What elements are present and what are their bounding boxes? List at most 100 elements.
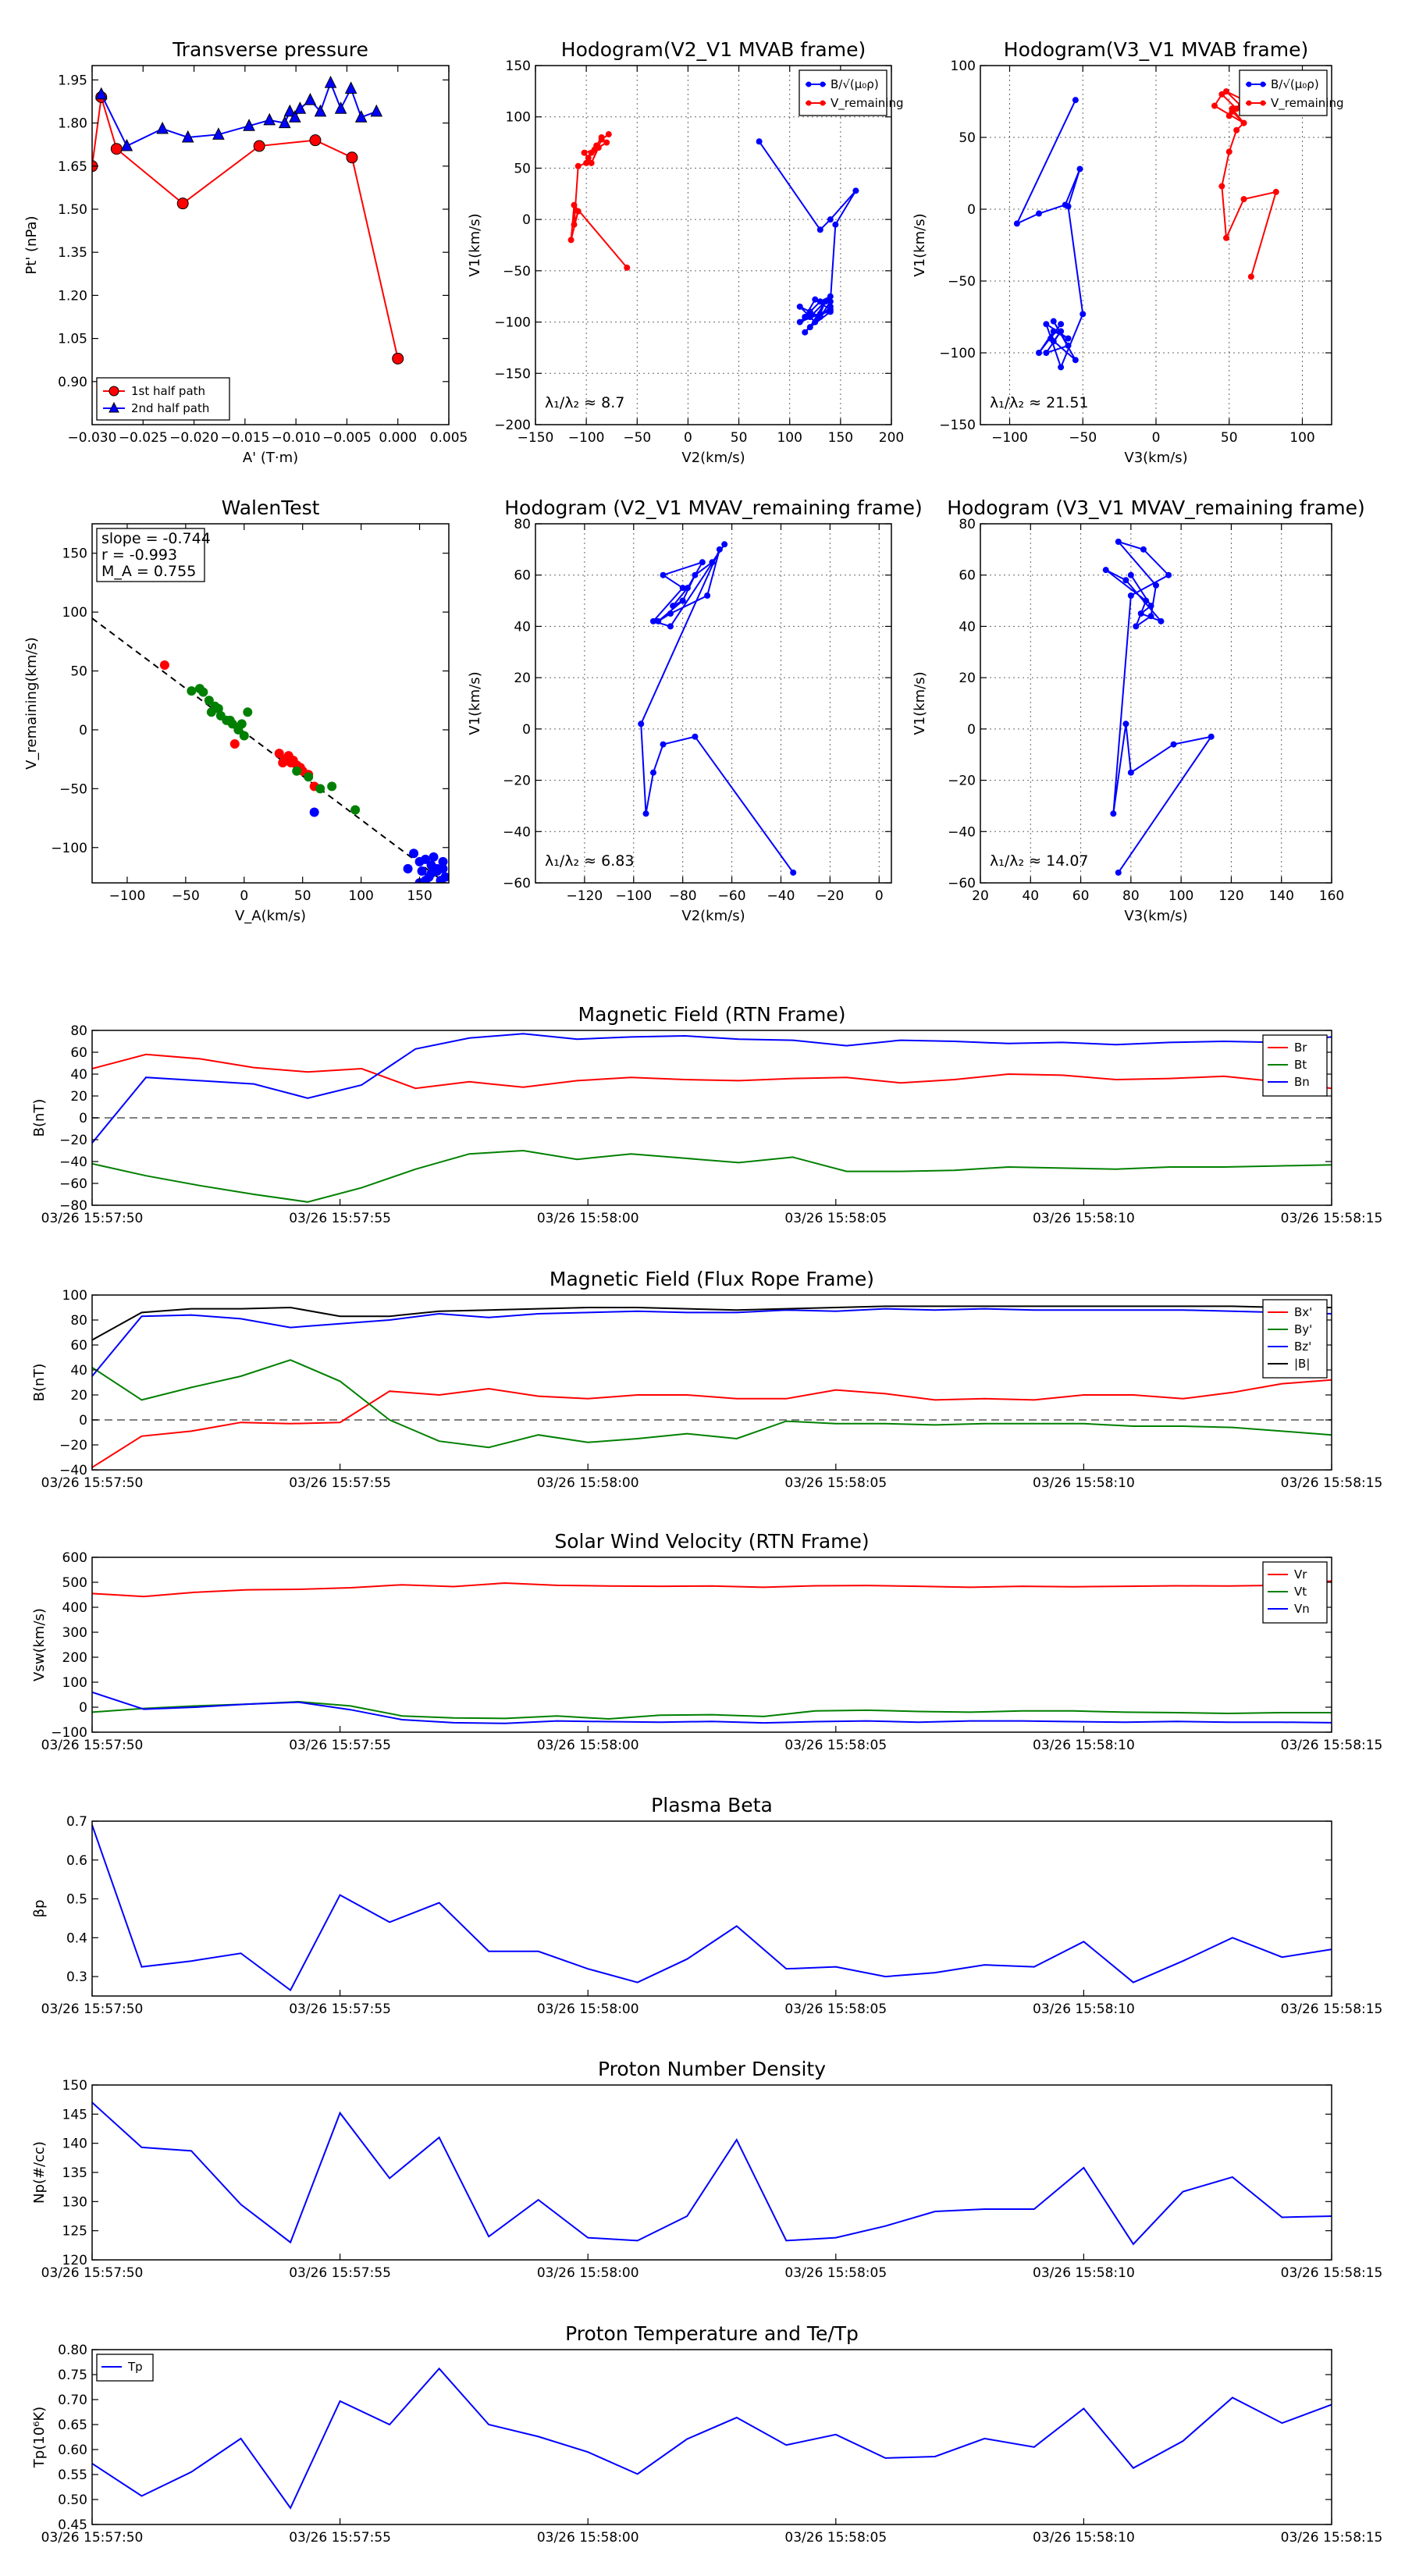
y-tick-label: −200 — [494, 418, 531, 433]
data-point — [1115, 539, 1122, 545]
series-line — [1015, 99, 1084, 370]
y-tick-label: 0.5 — [66, 1892, 87, 1908]
y-tick-label: 0.80 — [58, 2343, 87, 2358]
plot-area — [1013, 88, 1279, 371]
data-point — [790, 869, 797, 876]
data-point — [288, 756, 298, 766]
x-tick-label: 03/26 15:58:00 — [537, 2530, 639, 2546]
data-point — [1127, 571, 1134, 578]
data-point — [206, 707, 216, 717]
legend-label: Bx' — [1294, 1305, 1312, 1319]
x-tick-label: 03/26 15:58:15 — [1281, 2530, 1383, 2546]
y-tick-label: 145 — [62, 2107, 87, 2122]
x-tick-label: 03/26 15:57:50 — [41, 2530, 144, 2546]
legend-label: B/√(μ₀ρ) — [1271, 77, 1319, 91]
data-point — [624, 264, 631, 271]
data-point — [709, 559, 716, 566]
y-tick-label: 50 — [70, 664, 87, 680]
x-tick-label: 03/26 15:57:55 — [289, 1738, 391, 1753]
chart-title: Hodogram (V2_V1 MVAV_remaining frame) — [504, 496, 923, 519]
y-tick-label: 20 — [70, 1089, 87, 1105]
data-point — [421, 875, 431, 883]
legend-label: 1st half path — [131, 384, 205, 398]
x-tick-label: 0 — [875, 888, 884, 904]
x-tick-label: 03/26 15:58:00 — [537, 1738, 639, 1753]
x-tick-label: 03/26 15:57:55 — [289, 1475, 391, 1491]
data-point — [827, 306, 834, 313]
data-point — [1153, 582, 1159, 589]
y-tick-label: −50 — [59, 781, 87, 797]
data-point — [440, 872, 449, 882]
y-tick-label: 600 — [62, 1550, 87, 1566]
y-tick-label: 0 — [522, 212, 531, 228]
x-tick-label: 40 — [1022, 888, 1039, 904]
data-point — [796, 303, 803, 310]
data-point — [392, 352, 404, 365]
x-tick-label: −0.020 — [169, 430, 219, 446]
data-point — [574, 208, 582, 215]
legend-label: Vt — [1294, 1585, 1307, 1599]
plot-area — [1102, 539, 1215, 876]
series-line — [570, 133, 628, 269]
plot-area — [92, 75, 404, 365]
data-point — [1076, 165, 1083, 173]
y-tick-label: −150 — [494, 366, 531, 382]
y-tick-label: 60 — [70, 1338, 87, 1354]
x-tick-label: 03/26 15:57:50 — [41, 1738, 144, 1753]
series-Vt — [91, 1700, 1332, 1720]
series-line — [640, 543, 795, 873]
x-tick-label: −50 — [172, 888, 200, 904]
chart-h31: Hodogram(V3_V1 MVAB frame) −150 −100 −50 0 50… — [912, 38, 1344, 466]
data-point — [403, 863, 413, 873]
x-axis-label: A' (T·m) — [243, 450, 298, 466]
y-tick-label: −100 — [494, 315, 531, 331]
data-point — [812, 296, 819, 303]
data-point — [1147, 613, 1154, 620]
series-Bz' — [91, 1308, 1332, 1377]
data-point — [213, 703, 223, 713]
y-tick-label: 150 — [506, 59, 531, 74]
series-V_remaining — [1211, 88, 1279, 280]
legend-marker — [1246, 81, 1252, 87]
data-point — [354, 110, 368, 123]
data-point — [1158, 617, 1165, 624]
data-point — [243, 707, 253, 717]
data-point — [816, 311, 823, 318]
data-point — [679, 597, 686, 604]
y-tick-label: −60 — [59, 1176, 87, 1192]
data-point — [324, 75, 337, 88]
series-beta — [91, 1824, 1332, 1992]
series-line — [1105, 540, 1213, 873]
y-axis-label: Np(#/cc) — [31, 2141, 48, 2204]
y-tick-label: 500 — [62, 1575, 87, 1591]
series-Vn — [91, 1691, 1332, 1724]
x-axis-label: V_A(km/s) — [235, 908, 306, 924]
data-point — [1036, 350, 1042, 356]
y-tick-label: 300 — [62, 1625, 87, 1641]
stats-line: r = -0.993 — [101, 546, 177, 564]
x-tick-label: 03/26 15:58:15 — [1281, 2265, 1383, 2281]
x-tick-label: 03/26 15:58:15 — [1281, 1475, 1383, 1491]
data-point — [642, 810, 649, 817]
x-tick-label: −0.010 — [272, 430, 321, 446]
x-tick-label: 80 — [1122, 888, 1140, 904]
y-tick-label: 0.6 — [66, 1853, 87, 1869]
y-axis-label: V1(km/s) — [467, 671, 483, 735]
series-Bn — [91, 1033, 1332, 1144]
data-point — [1140, 546, 1147, 553]
x-tick-label: −60 — [718, 888, 746, 904]
data-point — [314, 104, 327, 117]
data-point — [94, 87, 108, 100]
x-tick-label: 03/26 15:58:05 — [784, 2530, 887, 2546]
y-tick-label: −100 — [51, 1725, 87, 1741]
data-point — [1133, 623, 1140, 630]
y-tick-label: 40 — [70, 1363, 87, 1379]
data-point — [583, 159, 590, 166]
x-tick-label: 03/26 15:58:15 — [1281, 2001, 1383, 2017]
y-tick-label: −20 — [503, 774, 531, 789]
y-tick-label: 120 — [62, 2253, 87, 2268]
data-point — [1225, 148, 1232, 155]
data-point — [315, 784, 325, 794]
y-tick-label: 20 — [514, 671, 531, 686]
data-point — [1272, 188, 1279, 195]
